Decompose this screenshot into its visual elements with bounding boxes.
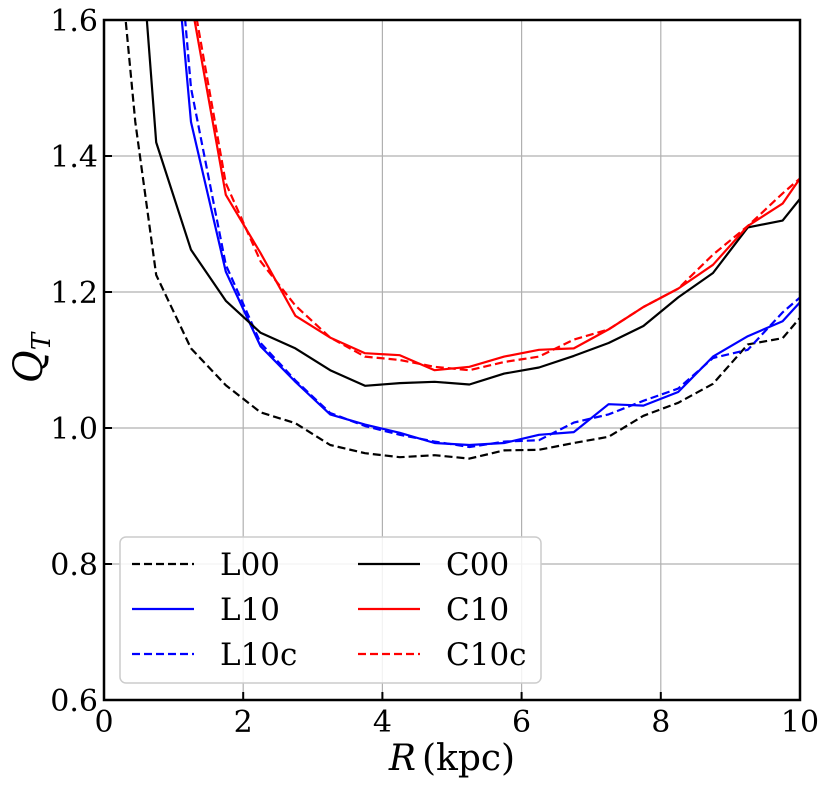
- y-axis-label: QT: [6, 331, 57, 383]
- x-tick-label: 6: [512, 705, 531, 740]
- legend-label-l00: L00: [220, 547, 280, 583]
- legend-label-c10c: C10c: [446, 637, 527, 673]
- x-tick-label: 10: [781, 705, 819, 740]
- series-line-l10c: [184, 20, 800, 449]
- x-tick-label: 0: [94, 705, 113, 740]
- legend-label-c10: C10: [446, 592, 509, 628]
- y-tick-label: 0.8: [50, 548, 98, 583]
- series-line-c10: [193, 20, 800, 372]
- x-tick-label: 8: [651, 705, 670, 740]
- y-tick-label: 0.6: [50, 684, 98, 719]
- legend-label-l10: L10: [220, 592, 280, 628]
- legend-label-c00: C00: [446, 547, 509, 583]
- legend-box: [119, 536, 542, 684]
- series-lines: [124, 20, 800, 460]
- legend: L00 L10 L10c C00 C10 C10c: [119, 536, 542, 684]
- x-tick-labels: 0 2 4 6 8 10: [94, 705, 819, 740]
- y-tick-labels: 0.6 0.8 1.0 1.2 1.4 1.6: [50, 4, 98, 719]
- x-tick-label: 2: [234, 705, 253, 740]
- x-tick-label: 4: [373, 705, 392, 740]
- ticks: [103, 19, 801, 701]
- y-tick-label: 1.0: [50, 412, 98, 447]
- plot-frame: [102, 18, 802, 702]
- series-line-c00: [145, 20, 800, 387]
- x-axis-label: R (kpc): [388, 738, 515, 779]
- y-tick-label: 1.2: [50, 276, 98, 311]
- y-tick-label: 1.4: [50, 140, 98, 175]
- series-line-l00: [124, 20, 800, 460]
- y-tick-label: 1.6: [50, 4, 98, 39]
- legend-label-l10c: L10c: [220, 637, 297, 673]
